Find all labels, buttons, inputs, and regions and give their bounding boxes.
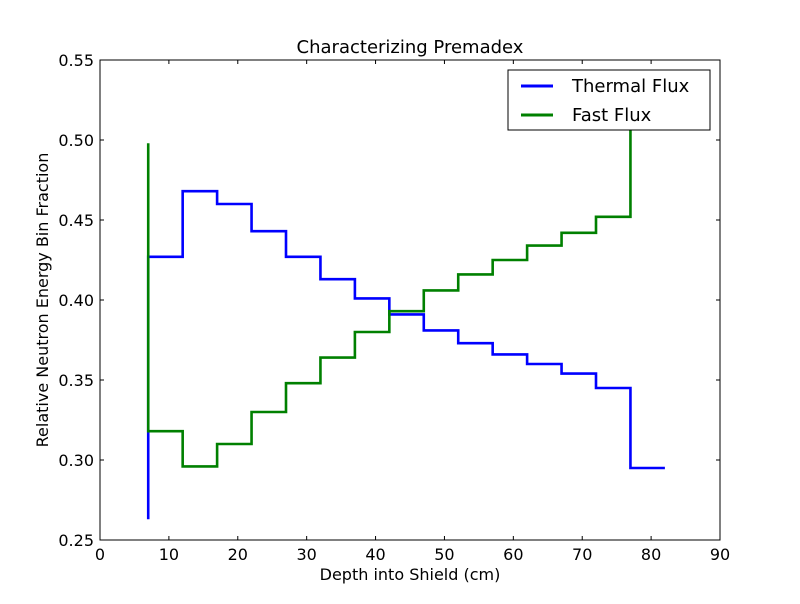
x-tick-label: 40 (365, 545, 385, 564)
series-line-fast-flux (146, 124, 632, 468)
x-tick-label: 50 (434, 545, 454, 564)
x-ticks: 0 10 20 30 40 50 60 70 80 90 (95, 60, 730, 564)
y-tick-label: 0.40 (58, 291, 94, 310)
legend-label-fast-flux: Fast Flux (572, 105, 652, 126)
x-tick-label: 70 (572, 545, 592, 564)
y-axis-label: Relative Neutron Energy Bin Fraction (33, 153, 52, 448)
chart-title: Characterizing Premadex (297, 37, 524, 58)
x-tick-label: 30 (296, 545, 316, 564)
y-tick-label: 0.45 (58, 211, 94, 230)
x-tick-label: 0 (95, 545, 105, 564)
series-layer (146, 124, 665, 520)
y-tick-label: 0.55 (58, 51, 94, 70)
y-tick-label: 0.30 (58, 451, 94, 470)
x-axis-label: Depth into Shield (cm) (320, 565, 501, 584)
x-tick-label: 20 (228, 545, 248, 564)
y-tick-label: 0.25 (58, 531, 94, 550)
y-tick-label: 0.35 (58, 371, 94, 390)
x-tick-label: 10 (159, 545, 179, 564)
x-tick-label: 80 (641, 545, 661, 564)
y-tick-label: 0.50 (58, 131, 94, 150)
x-tick-label: 60 (503, 545, 523, 564)
legend: Thermal Flux Fast Flux (507, 69, 711, 131)
y-ticks: 0.25 0.30 0.35 0.40 0.45 0.50 0.55 (58, 51, 720, 550)
plot-area (100, 60, 720, 540)
x-tick-label: 90 (710, 545, 730, 564)
legend-label-thermal-flux: Thermal Flux (571, 76, 690, 97)
legend-box (507, 69, 711, 131)
